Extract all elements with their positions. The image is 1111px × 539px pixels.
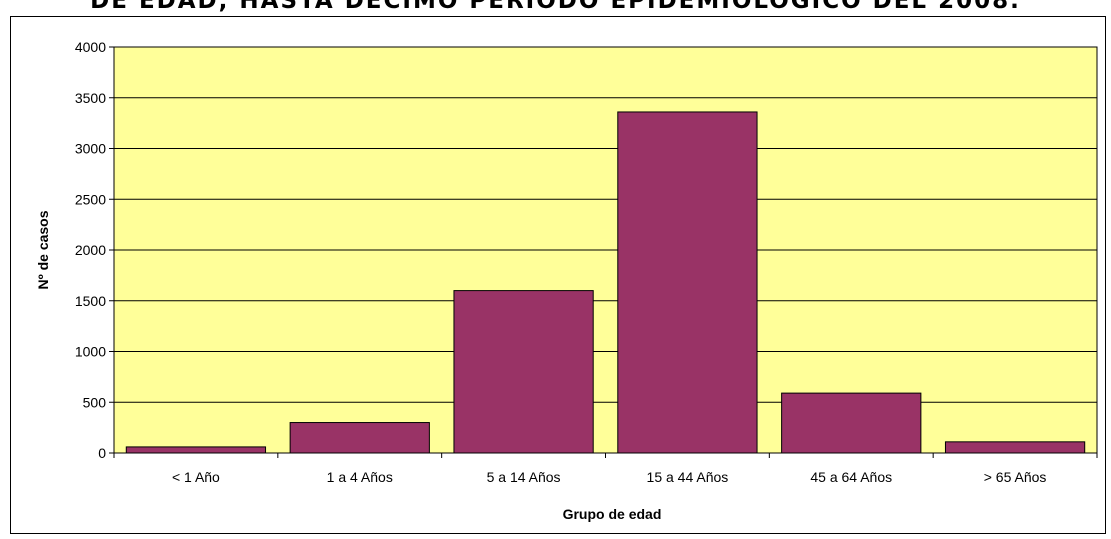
x-tick-label: < 1 Año	[172, 469, 220, 485]
y-tick-label: 1000	[75, 344, 106, 360]
chart-title: DE EDAD, HASTA DÉCIMO PERIODO EPIDEMIOLÓ…	[90, 0, 1021, 14]
bar	[617, 111, 758, 454]
bar	[453, 290, 594, 454]
y-axis-title: Nº de casos	[35, 210, 51, 289]
x-tick-label: 45 a 64 Años	[810, 469, 892, 485]
y-tick-label: 1500	[75, 293, 106, 309]
bar	[289, 422, 430, 454]
x-tick-label: 15 a 44 Años	[647, 469, 729, 485]
y-tick-label: 3000	[75, 141, 106, 157]
y-tick-label: 2000	[75, 242, 106, 258]
bar	[944, 441, 1086, 454]
y-tick-label: 4000	[75, 39, 106, 55]
bar	[125, 446, 267, 454]
y-tick-label: 3500	[75, 90, 106, 106]
x-axis-title: Grupo de edad	[563, 506, 662, 522]
y-tick-label: 0	[98, 445, 106, 461]
x-tick-label: 1 a 4 Años	[327, 469, 393, 485]
y-tick-label: 2500	[75, 191, 106, 207]
y-tick-label: 500	[83, 394, 107, 410]
x-tick-label: > 65 Años	[984, 469, 1047, 485]
bar	[781, 392, 922, 454]
x-tick-label: 5 a 14 Años	[487, 469, 561, 485]
